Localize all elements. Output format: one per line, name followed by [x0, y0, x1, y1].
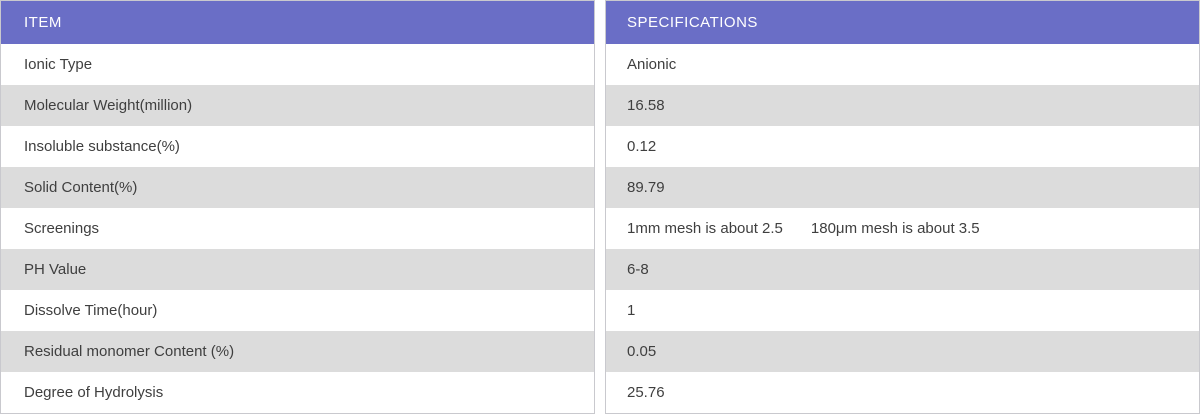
- item-cell: Molecular Weight(million): [24, 97, 193, 114]
- table-row: 1: [606, 290, 1199, 331]
- table-row: PH Value: [1, 249, 594, 290]
- table-row: Solid Content(%): [1, 167, 594, 208]
- table-row: Residual monomer Content (%): [1, 331, 594, 372]
- table-row: 89.79: [606, 167, 1199, 208]
- spec-cell: Anionic: [627, 56, 677, 73]
- table-row: Ionic Type: [1, 44, 594, 85]
- spec-cell-secondary: 180μm mesh is about 3.5: [810, 220, 980, 237]
- table-row: Molecular Weight(million): [1, 85, 594, 126]
- table-row: Degree of Hydrolysis: [1, 372, 594, 413]
- item-table-body: Ionic Type Molecular Weight(million) Ins…: [1, 44, 594, 413]
- spec-cell: 1: [627, 302, 636, 319]
- item-table-header: ITEM: [1, 1, 594, 44]
- item-cell: Screenings: [24, 220, 100, 237]
- table-row: Screenings: [1, 208, 594, 249]
- spec-cell: 0.12: [627, 138, 657, 155]
- table-row: Insoluble substance(%): [1, 126, 594, 167]
- item-cell: Ionic Type: [24, 56, 93, 73]
- table-row: 0.05: [606, 331, 1199, 372]
- specifications-table-header: SPECIFICATIONS: [606, 1, 1199, 44]
- table-row: 16.58: [606, 85, 1199, 126]
- item-cell: Solid Content(%): [24, 179, 138, 196]
- spec-cell: 6-8: [627, 261, 649, 278]
- table-row: Anionic: [606, 44, 1199, 85]
- item-cell: PH Value: [24, 261, 87, 278]
- item-cell: Dissolve Time(hour): [24, 302, 158, 319]
- table-row: 1mm mesh is about 2.5 180μm mesh is abou…: [606, 208, 1199, 249]
- specifications-table: SPECIFICATIONS Anionic 16.58 0.12 89.79 …: [605, 0, 1200, 414]
- table-row: 6-8: [606, 249, 1199, 290]
- table-row: 25.76: [606, 372, 1199, 413]
- item-cell: Degree of Hydrolysis: [24, 384, 164, 401]
- spec-cell: 1mm mesh is about 2.5: [627, 220, 783, 237]
- item-cell: Residual monomer Content (%): [24, 343, 235, 360]
- table-row: 0.12: [606, 126, 1199, 167]
- item-cell: Insoluble substance(%): [24, 138, 180, 155]
- spec-cell: 89.79: [627, 179, 665, 196]
- specifications-table-body: Anionic 16.58 0.12 89.79 1mm mesh is abo…: [606, 44, 1199, 413]
- spec-cell: 0.05: [627, 343, 657, 360]
- spec-cell: 25.76: [627, 384, 665, 401]
- item-table: ITEM Ionic Type Molecular Weight(million…: [0, 0, 595, 414]
- table-row: Dissolve Time(hour): [1, 290, 594, 331]
- spec-cell: 16.58: [627, 97, 665, 114]
